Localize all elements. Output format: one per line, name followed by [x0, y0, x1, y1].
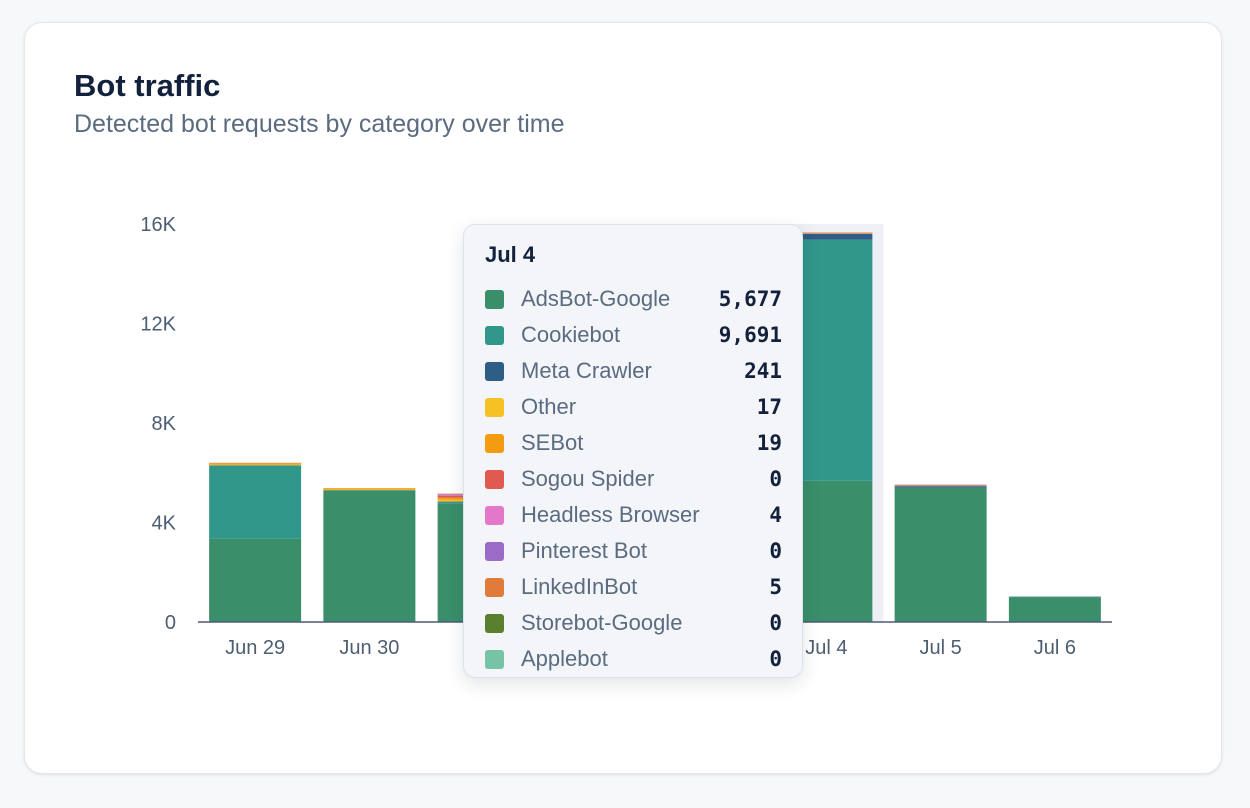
tooltip-series-name: Storebot-Google — [521, 610, 683, 635]
tooltip-series-value: 241 — [744, 359, 782, 383]
tooltip-series-value: 0 — [769, 539, 782, 563]
tooltip-series-name: Meta Crawler — [521, 358, 652, 383]
bar-segment — [323, 489, 416, 491]
bar-segment — [209, 465, 302, 539]
bar-segment — [1008, 596, 1101, 598]
tooltip-series-name: Cookiebot — [521, 322, 621, 347]
bar-segment — [894, 486, 987, 488]
tooltip-series-name: Headless Browser — [521, 502, 700, 527]
tooltip-series-name: AdsBot-Google — [521, 286, 671, 311]
tooltip-row: AdsBot-Google 5,677 — [485, 281, 782, 317]
tooltip-series-value: 0 — [769, 647, 782, 671]
tooltip-series-value: 5 — [769, 575, 782, 599]
bar-segment — [323, 488, 416, 490]
x-tick-label: Jul 6 — [1034, 637, 1076, 659]
x-tick-label: Jun 29 — [225, 637, 285, 659]
tooltip-row: SEBot 19 — [485, 425, 782, 461]
bar-segment — [209, 538, 302, 622]
legend-swatch — [485, 541, 504, 561]
tooltip-date: Jul 4 — [485, 242, 536, 267]
tooltip-series-value: 0 — [769, 611, 782, 635]
bar-segment — [209, 464, 302, 466]
bar-segment — [894, 485, 987, 487]
tooltip-series-name: SEBot — [521, 430, 584, 455]
bar-segment — [780, 233, 873, 240]
tooltip-series-value: 9,691 — [718, 323, 782, 347]
bar-segment — [780, 232, 873, 234]
tooltip-series-name: LinkedInBot — [521, 574, 638, 599]
chart-title: Bot traffic — [74, 68, 221, 103]
tooltip-rows: AdsBot-Google 5,677 Cookiebot 9,691 Meta Cra… — [485, 281, 782, 677]
hover-tooltip: Jul 4 AdsBot-Google 5,677 Cookiebot 9,691 Me… — [463, 224, 803, 678]
y-tick-label: 0 — [165, 612, 176, 634]
legend-swatch — [485, 361, 504, 381]
y-tick-label: 12K — [140, 314, 176, 336]
x-tick-label: Jul 4 — [805, 637, 847, 659]
tooltip-series-value: 0 — [769, 467, 782, 491]
bar-segment — [1008, 597, 1101, 622]
legend-swatch — [485, 613, 504, 633]
bar-segment — [323, 490, 416, 622]
tooltip-row: Applebot 0 — [485, 641, 782, 677]
legend-swatch — [485, 505, 504, 525]
legend-swatch — [485, 397, 504, 417]
x-tick-label: Jul 5 — [920, 637, 962, 659]
bar-segment — [209, 463, 302, 465]
tooltip-row: Pinterest Bot 0 — [485, 533, 782, 569]
tooltip-row: Meta Crawler 241 — [485, 353, 782, 389]
y-tick-label: 4K — [152, 513, 177, 535]
legend-swatch — [485, 649, 504, 669]
legend-swatch — [485, 325, 504, 345]
tooltip-series-value: 19 — [756, 431, 782, 455]
legend-swatch — [485, 577, 504, 597]
bar-segment — [209, 462, 302, 464]
tooltip-row: Storebot-Google 0 — [485, 605, 782, 641]
tooltip-row: Headless Browser 4 — [485, 497, 782, 533]
tooltip-series-name: Pinterest Bot — [521, 538, 647, 563]
tooltip-series-value: 5,677 — [718, 287, 782, 311]
chart-subtitle: Detected bot requests by category over t… — [74, 110, 565, 138]
tooltip-series-value: 4 — [769, 503, 782, 527]
tooltip-row: Cookiebot 9,691 — [485, 317, 782, 353]
y-tick-label: 8K — [152, 413, 177, 435]
tooltip-series-name: Sogou Spider — [521, 466, 655, 491]
tooltip-series-name: Applebot — [521, 646, 608, 671]
y-tick-label: 16K — [140, 214, 176, 236]
tooltip-series-value: 17 — [756, 395, 782, 419]
tooltip-row: Other 17 — [485, 389, 782, 425]
tooltip-series-name: Other — [521, 394, 577, 419]
tooltip-row: LinkedInBot 5 — [485, 569, 782, 605]
x-tick-label: Jun 30 — [339, 637, 399, 659]
tooltip-row: Sogou Spider 0 — [485, 461, 782, 497]
legend-swatch — [485, 289, 504, 309]
bar-segment — [894, 487, 987, 622]
legend-swatch — [485, 433, 504, 453]
bar-segment — [780, 233, 873, 234]
legend-swatch — [485, 469, 504, 489]
bar-segment — [894, 484, 987, 486]
